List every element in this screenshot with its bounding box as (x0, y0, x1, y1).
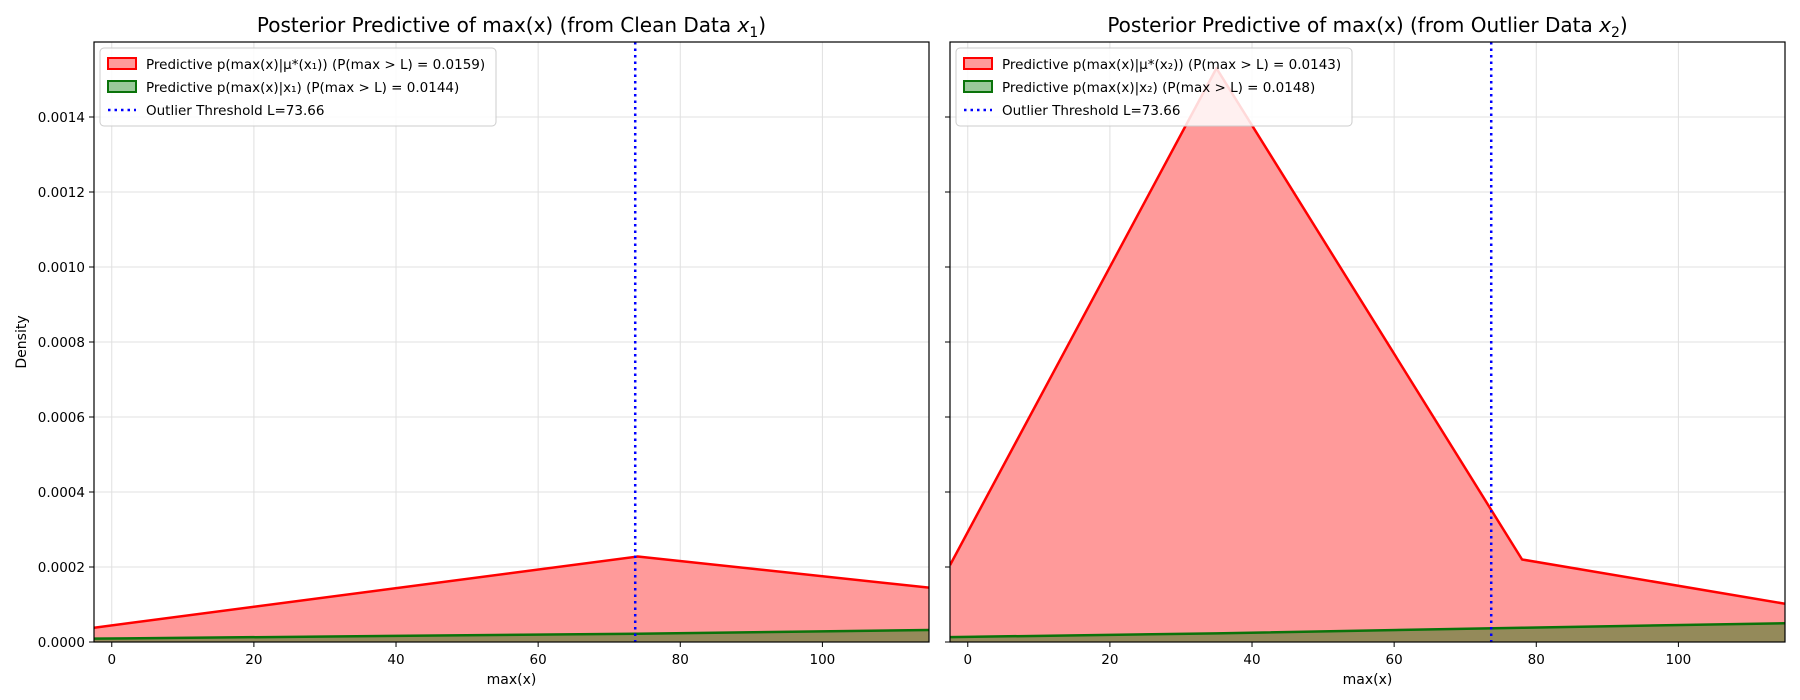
chart-title: Posterior Predictive of max(x) (from Out… (1107, 13, 1627, 41)
series-fill-red (94, 556, 929, 642)
legend-entry-threshold-label: Outlier Threshold L=73.66 (146, 103, 324, 119)
x-tick-label: 40 (1243, 652, 1260, 668)
legend-entry-threshold-label: Outlier Threshold L=73.66 (1002, 103, 1180, 119)
x-tick-label: 100 (1666, 652, 1692, 668)
legend: Predictive p(max(x)|μ*(x₂)) (P(max > L) … (955, 47, 1353, 127)
y-tick-label: 0.0012 (38, 185, 85, 201)
x-tick-label: 60 (1386, 652, 1403, 668)
y-tick-label: 0.0006 (38, 410, 85, 426)
series-line-green (950, 622, 1785, 639)
series-line-green (94, 628, 929, 640)
x-tick-label: 60 (530, 652, 547, 668)
legend-box (99, 47, 497, 127)
legend-entry-red-label: Predictive p(max(x)|μ*(x₂)) (P(max > L) … (1002, 57, 1341, 73)
legend-entry-green-label: Predictive p(max(x)|x₂) (P(max > L) = 0.… (1002, 80, 1315, 96)
x-axis-label: max(x) (487, 672, 537, 688)
legend-box (955, 47, 1353, 127)
legend-entry-green-label: Predictive p(max(x)|x₁) (P(max > L) = 0.… (146, 80, 459, 96)
y-tick-label: 0.0002 (38, 560, 85, 576)
x-tick-label: 20 (1101, 652, 1118, 668)
legend: Predictive p(max(x)|μ*(x₁)) (P(max > L) … (99, 47, 497, 127)
x-tick-label: 40 (387, 652, 404, 668)
plot-area (950, 42, 1785, 642)
y-axis-label: Density (14, 315, 30, 368)
chart-panel-1: 0 20 40 60 80 100 0.0000 0.0002 0.0004 0.0006 0.00… (14, 13, 930, 688)
x-tick-label: 80 (1528, 652, 1545, 668)
x-tick-label: 20 (245, 652, 262, 668)
chart-title: Posterior Predictive of max(x) (from Cle… (257, 13, 766, 41)
series-line-red (94, 555, 929, 629)
legend-entry-green-swatch (963, 80, 993, 93)
series-line-red (950, 67, 1785, 605)
x-tick-label: 80 (672, 652, 689, 668)
y-tick-label: 0.0000 (38, 635, 85, 651)
y-tick-label: 0.0010 (38, 260, 85, 276)
series-fill-red (950, 68, 1785, 642)
y-tick-label: 0.0004 (38, 485, 85, 501)
legend-entry-green-swatch (107, 80, 137, 93)
y-tick-label: 0.0014 (38, 110, 85, 126)
plot-area (94, 42, 929, 642)
x-tick-label: 100 (810, 652, 836, 668)
legend-entry-red-swatch (107, 57, 137, 70)
chart-panel-2: 0 20 40 60 80 100 max(x) Posterior Predictive o… (945, 13, 1786, 688)
legend-entry-red-label: Predictive p(max(x)|μ*(x₁)) (P(max > L) … (146, 57, 485, 73)
legend-entry-red-swatch (963, 57, 993, 70)
y-tick-label: 0.0008 (38, 335, 85, 351)
x-tick-label: 0 (107, 652, 116, 668)
x-tick-label: 0 (963, 652, 972, 668)
x-axis-label: max(x) (1343, 672, 1393, 688)
